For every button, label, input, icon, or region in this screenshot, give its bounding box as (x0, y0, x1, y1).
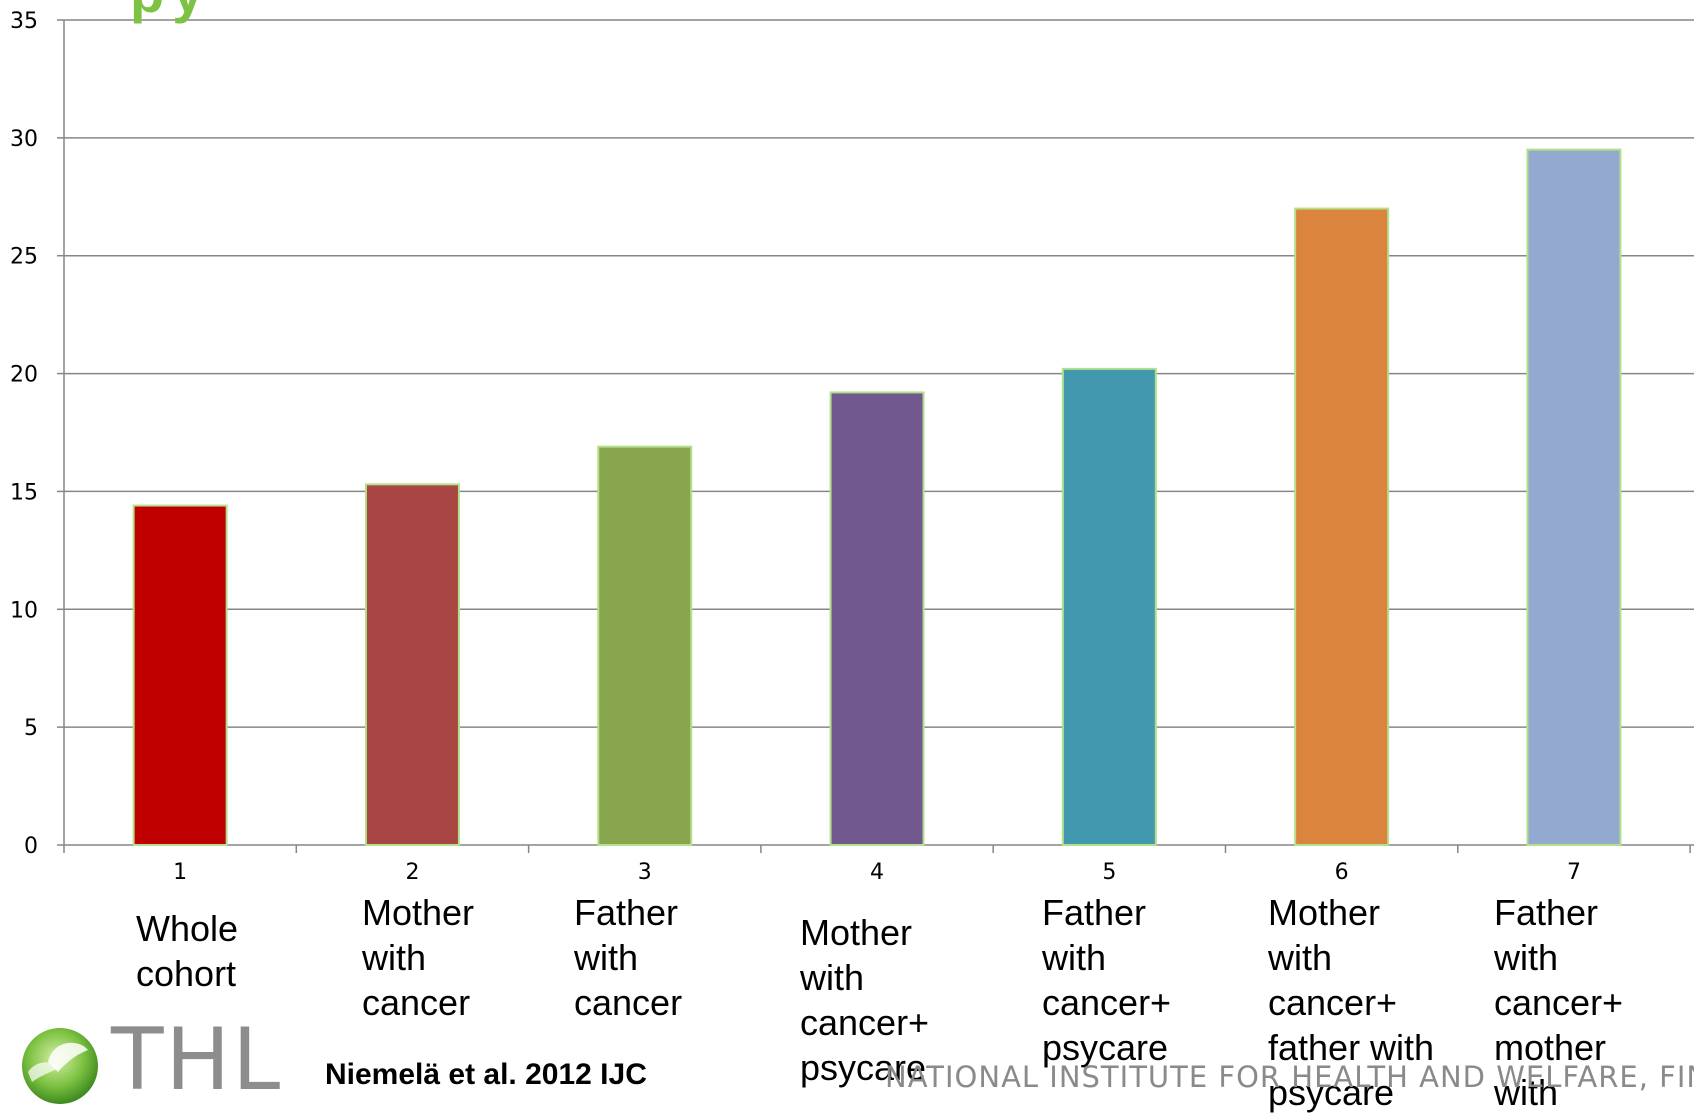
category-description-line: cancer (362, 980, 474, 1025)
x-tick-label: 5 (1102, 860, 1116, 885)
category-description-line: with (1494, 935, 1623, 980)
category-description-line: Whole (136, 906, 238, 951)
bar (1527, 150, 1620, 845)
category-description-line: cancer+ (1494, 980, 1623, 1025)
y-tick-label: 10 (10, 598, 38, 623)
category-description-line: with (1042, 935, 1171, 980)
bar (1295, 209, 1388, 845)
bar (1063, 369, 1156, 845)
category-description: Mother with cancer (362, 890, 474, 1025)
bar (134, 506, 227, 845)
x-tick-label: 1 (173, 860, 187, 885)
category-description: Father with cancer (574, 890, 682, 1025)
category-description-line: Mother (1268, 890, 1434, 935)
x-tick-label: 3 (638, 860, 652, 885)
category-description-line: cancer (574, 980, 682, 1025)
citation: Niemelä et al. 2012 IJC (325, 1058, 647, 1092)
footer-institute-name: NATIONAL INSTITUTE FOR HEALTH AND WELFAR… (885, 1060, 1694, 1094)
y-tick-label: 5 (24, 716, 38, 741)
y-tick-label: 15 (10, 480, 38, 505)
y-tick-label: 30 (10, 127, 38, 152)
category-description-line: Mother (362, 890, 474, 935)
category-description-line: cohort (136, 951, 238, 996)
category-description-line: Father (1042, 890, 1171, 935)
category-description-line: Father (1494, 890, 1623, 935)
logo-text: THL (111, 1010, 282, 1110)
y-tick-label: 35 (10, 9, 38, 34)
category-description-line: cancer+ (800, 1000, 929, 1045)
category-description-line: with (800, 955, 929, 1000)
bar (366, 484, 459, 845)
category-description-line: with (1268, 935, 1434, 980)
category-description-line: cancer+ (1268, 980, 1434, 1025)
y-tick-label: 25 (10, 245, 38, 270)
leaf-globe-icon (8, 1010, 108, 1110)
bar (598, 447, 691, 845)
category-description-line: with (574, 935, 682, 980)
slide-title-fragment: py (130, 0, 211, 25)
y-tick-label: 0 (24, 834, 38, 859)
category-description: Whole cohort (136, 906, 238, 996)
thl-logo: THL (8, 1010, 278, 1110)
category-description: Father with cancer+ psycare (1042, 890, 1171, 1070)
x-tick-label: 4 (870, 860, 884, 885)
category-description-line: Mother (800, 910, 929, 955)
x-tick-label: 7 (1567, 860, 1581, 885)
x-tick-label: 2 (405, 860, 419, 885)
category-description-line: with (362, 935, 474, 980)
x-tick-label: 6 (1335, 860, 1349, 885)
bar (831, 392, 924, 845)
category-description-line: cancer+ (1042, 980, 1171, 1025)
category-description-line: Father (574, 890, 682, 935)
y-tick-label: 20 (10, 363, 38, 388)
